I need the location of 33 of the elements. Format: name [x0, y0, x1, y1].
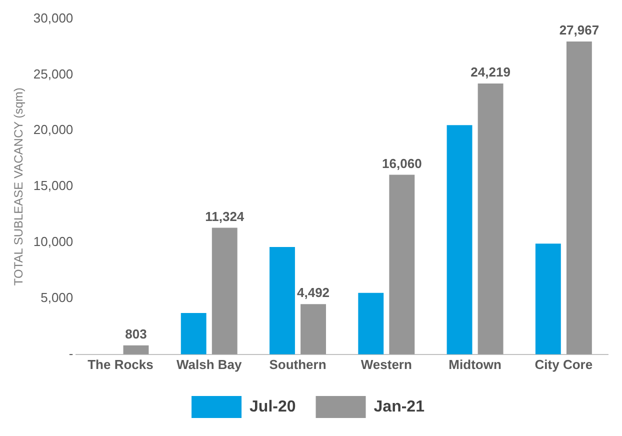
y-tick-label: 25,000 — [33, 66, 74, 82]
x-tick-label: Midtown — [448, 356, 502, 372]
bar — [566, 42, 592, 354]
bar — [358, 292, 384, 354]
data-label: 27,967 — [559, 22, 600, 38]
y-tick-label: 15,000 — [33, 178, 74, 194]
y-tick-label: 10,000 — [33, 234, 74, 250]
bar — [123, 345, 149, 354]
y-tick-label: 30,000 — [33, 10, 74, 26]
data-label: 4,492 — [297, 285, 330, 300]
bar — [389, 174, 415, 354]
x-tick-label: Walsh Bay — [176, 356, 243, 372]
x-tick-label: The Rocks — [88, 356, 154, 372]
data-label: 803 — [125, 326, 147, 342]
bar — [446, 125, 472, 354]
x-tick-label: Southern — [269, 356, 326, 372]
bar — [300, 304, 326, 354]
y-tick-label: 20,000 — [33, 122, 74, 138]
data-label: 16,060 — [382, 156, 422, 171]
y-tick-label: 5,000 — [40, 290, 74, 306]
data-label: 11,324 — [205, 208, 245, 224]
legend-label: Jan-21 — [374, 398, 425, 416]
legend-label: Jul-20 — [250, 398, 296, 416]
y-tick-label: - — [68, 346, 74, 361]
bar — [180, 313, 206, 354]
x-tick-label: Western — [360, 356, 412, 372]
bar — [535, 244, 561, 354]
y-axis-title: TOTAL SUBLEASE VACANCY (sqm) — [12, 88, 26, 286]
bar — [270, 247, 295, 354]
data-label: 24,219 — [470, 64, 510, 80]
bar — [212, 228, 238, 354]
x-tick-label: City Core — [534, 356, 593, 372]
bar — [478, 83, 504, 354]
